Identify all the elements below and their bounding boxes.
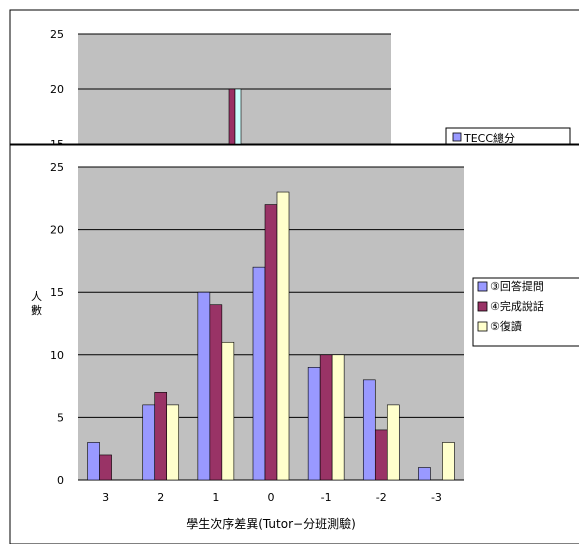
bar-1 — [418, 467, 431, 481]
x-axis-label: 學生次序差異(Tutor−分班測驗) — [186, 516, 356, 531]
legend-swatch — [477, 321, 488, 332]
x-tick-label: -3 — [431, 491, 442, 504]
bar-1 — [362, 379, 376, 481]
x-tick-label: -2 — [376, 491, 387, 504]
bar-2 — [154, 392, 168, 481]
bar-1 — [142, 404, 156, 481]
bar-2 — [99, 454, 112, 481]
top-legend-label: TECC總分 — [463, 131, 515, 145]
bar-1 — [87, 442, 100, 481]
legend-label: ③回答提問 — [490, 279, 544, 293]
y-axis-label-char-1: 人 — [31, 290, 42, 303]
bar-2 — [319, 354, 333, 481]
bar-3 — [442, 442, 455, 481]
legend-label: ④完成說話 — [490, 299, 544, 313]
top-bar — [234, 88, 242, 145]
main-legend-box — [472, 277, 579, 347]
bar-3 — [331, 354, 345, 481]
main-y-ticks: 0 5 10 15 20 25 — [50, 161, 64, 487]
main-x-ticks: 3 2 1 0 -1 -2 -3 — [102, 491, 442, 504]
top-legend-swatch — [452, 132, 462, 142]
x-tick-label: -1 — [321, 491, 332, 504]
bar-1 — [307, 367, 321, 481]
bar-3 — [221, 341, 235, 481]
bar-3 — [276, 191, 290, 481]
top-legend-box — [445, 127, 571, 145]
main-y-tick-label: 25 — [50, 161, 64, 174]
legend-swatch — [477, 281, 488, 292]
main-legend: ③回答提問 ④完成說話 ⑤復讀 — [472, 277, 579, 347]
bar-2 — [264, 204, 278, 481]
legend-label: ⑤復讀 — [490, 319, 522, 333]
bar-3 — [166, 404, 180, 481]
top-y-tick-label: 20 — [50, 83, 64, 96]
main-bars — [87, 191, 455, 481]
main-y-tick-label: 5 — [57, 411, 64, 424]
y-axis-label-char-2: 數 — [31, 304, 42, 317]
legend-swatch — [477, 301, 488, 312]
main-y-tick-label: 10 — [50, 349, 64, 362]
bar-2 — [374, 429, 388, 481]
bar-1 — [252, 266, 266, 481]
x-tick-label: 2 — [157, 491, 164, 504]
main-y-tick-label: 0 — [57, 474, 64, 487]
top-bar — [228, 88, 236, 145]
top-bars — [228, 88, 242, 145]
bar-3 — [386, 404, 400, 481]
main-y-tick-label: 20 — [50, 224, 64, 237]
x-tick-label: 3 — [102, 491, 109, 504]
bar-2 — [209, 304, 223, 481]
x-tick-label: 0 — [268, 491, 275, 504]
top-y-tick-label: 25 — [50, 28, 64, 41]
x-tick-label: 1 — [212, 491, 219, 504]
bar-1 — [197, 291, 211, 481]
top-legend: TECC總分 — [445, 127, 571, 145]
main-y-tick-label: 15 — [50, 286, 64, 299]
